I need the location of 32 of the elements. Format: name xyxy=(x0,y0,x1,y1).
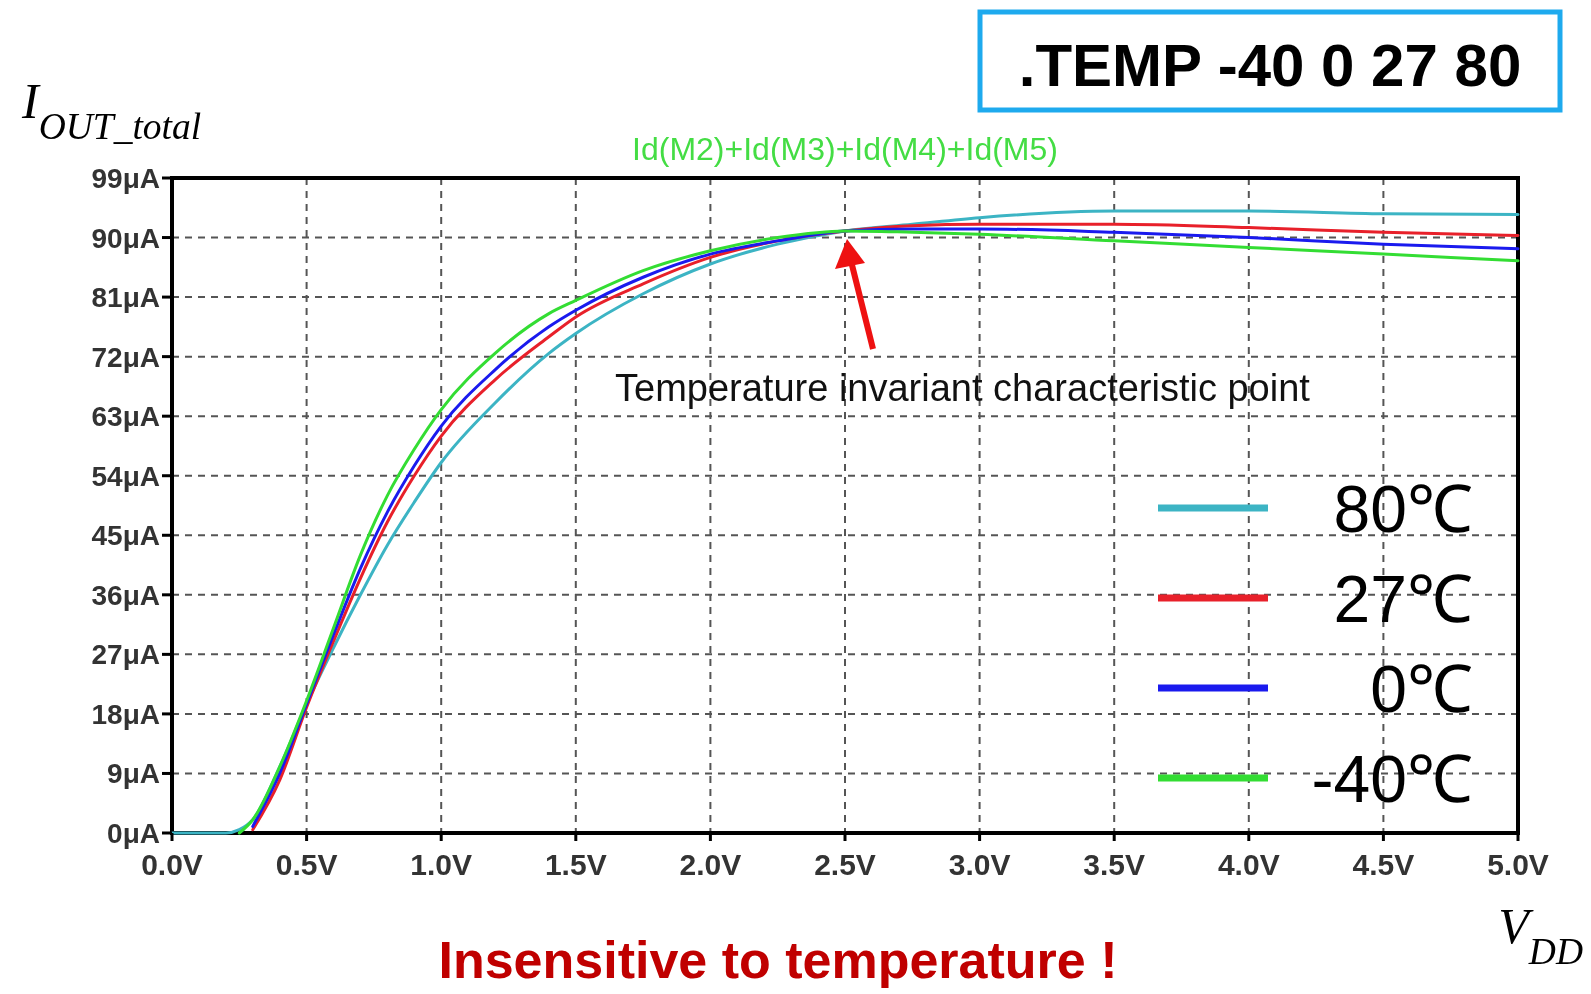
x-axis-title: V$_{DD}$ xyxy=(1498,898,1583,972)
legend-label: -40℃ xyxy=(1311,742,1473,816)
legend-label: 0℃ xyxy=(1370,652,1473,726)
text: .TEMP -40 0 27 80 xyxy=(1018,32,1522,99)
y-tick-label: 54μA xyxy=(91,460,160,492)
y-tick-label: 45μA xyxy=(91,520,160,552)
annotation: Temperature invariant characteristic point xyxy=(615,366,1311,409)
y-tick-label: 81μA xyxy=(91,282,160,314)
y-tick-label: 36μA xyxy=(91,579,160,611)
x-tick-label: 0.0V xyxy=(141,848,203,881)
y-tick-label: 27μA xyxy=(91,639,160,671)
y-axis-title: I$_{OUT_total}$ xyxy=(21,73,202,147)
y-tick-label: 99μA xyxy=(91,163,160,194)
x-tick-label: 3.5V xyxy=(1083,848,1146,881)
x-tick-label: 1.0V xyxy=(410,848,473,881)
y-tick-label: 18μA xyxy=(91,698,160,730)
y-tick-label: 90μA xyxy=(91,222,160,254)
y-tick-label: 9μA xyxy=(107,758,160,790)
x-tick-label: 5.0V xyxy=(1487,848,1549,881)
x-tick-label: 1.5V xyxy=(544,848,607,881)
y-tick-label: 63μA xyxy=(91,401,160,433)
x-tick-label: 4.0V xyxy=(1217,848,1280,881)
x-tick-label: 0.5V xyxy=(275,848,338,881)
y-tick-label: 0μA xyxy=(107,818,160,849)
y-tick-label: 72μA xyxy=(91,341,160,373)
legend-label: 80℃ xyxy=(1333,472,1473,546)
legend-label: 27℃ xyxy=(1333,562,1473,636)
x-tick-label: 3.0V xyxy=(948,848,1011,881)
x-tick-label: 2.5V xyxy=(814,848,876,881)
chart-title: Id(M2)+Id(M3)+Id(M4)+Id(M5) xyxy=(632,131,1058,167)
x-tick-label: 2.0V xyxy=(679,848,742,881)
x-tick-label: 4.5V xyxy=(1352,848,1415,881)
